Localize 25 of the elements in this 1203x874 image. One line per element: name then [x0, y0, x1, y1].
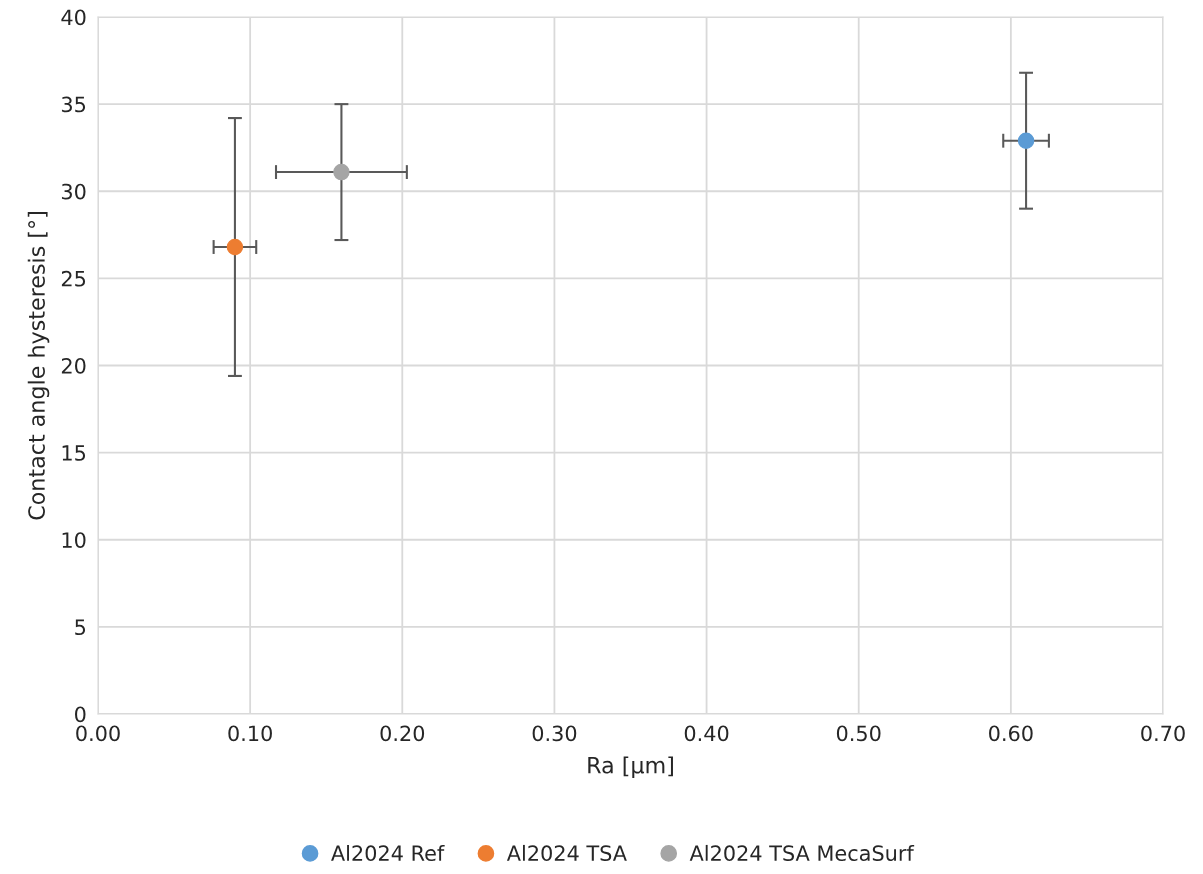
- legend-label: Al2024 TSA: [506, 844, 627, 862]
- y-tick-label: 30: [61, 183, 86, 200]
- x-tick-label: 0.50: [836, 725, 881, 742]
- x-tick-label: 0.20: [380, 725, 425, 742]
- point: [1017, 132, 1035, 149]
- y-tick-label: 25: [61, 270, 86, 287]
- y-tick-label: 0: [75, 706, 86, 723]
- x-tick-label: 0.00: [76, 725, 120, 742]
- x-axis-title: Ra [µm]: [588, 756, 673, 778]
- y-tick-label: 20: [61, 357, 86, 374]
- point: [333, 163, 350, 181]
- legend-label: Al2024 Ref: [331, 844, 445, 862]
- y-axis-title: Contact angle hysteresis [°]: [27, 212, 50, 520]
- x-tick-label: 0.60: [989, 725, 1033, 742]
- y-tick-label: 5: [75, 619, 86, 636]
- x-tick-label: 0.70: [1141, 725, 1185, 742]
- legend-label: Al2024 TSA MecaSurf: [689, 844, 915, 862]
- y-tick-label: 35: [61, 96, 86, 113]
- y-tick-label: 10: [62, 532, 86, 548]
- x-tick-label: 0.40: [684, 725, 729, 742]
- y-tick-label: 40: [61, 9, 86, 26]
- point: [226, 238, 244, 256]
- y-tick-label: 15: [62, 445, 86, 461]
- x-tick-label: 0.10: [228, 725, 272, 742]
- x-tick-label: 0.30: [532, 725, 577, 742]
